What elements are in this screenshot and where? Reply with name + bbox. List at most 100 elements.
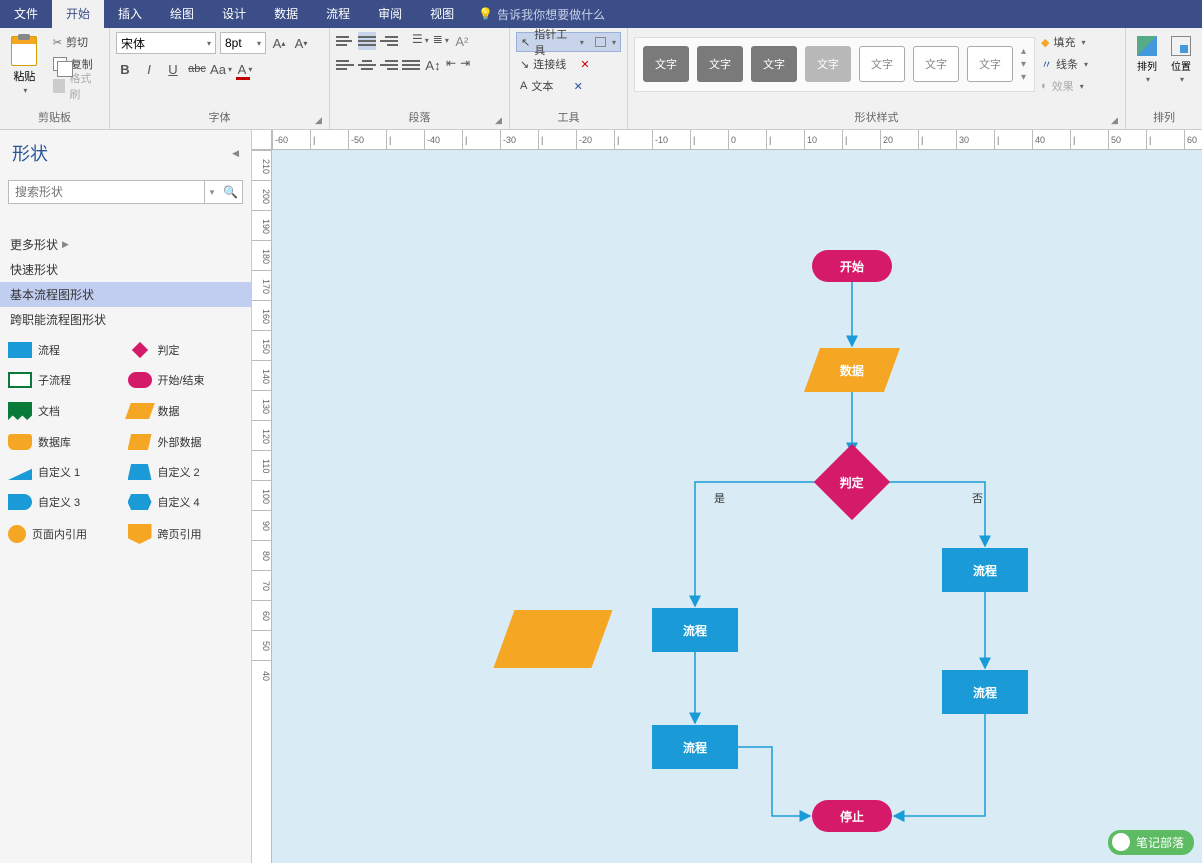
- font-name-select[interactable]: 宋体▾: [116, 32, 216, 54]
- styles-dialog-launcher[interactable]: ◢: [1111, 115, 1121, 125]
- align-top-left-button[interactable]: [336, 32, 354, 50]
- node-data[interactable]: 数据: [804, 348, 900, 392]
- font-size-select[interactable]: 8pt▾: [220, 32, 266, 54]
- decrease-indent-button[interactable]: ⇤: [446, 56, 456, 74]
- align-center-button[interactable]: [358, 56, 376, 74]
- stencil-database[interactable]: 数据库: [8, 434, 124, 450]
- style-thumb-6[interactable]: 文字: [913, 46, 959, 82]
- crossfunc-flowchart-category[interactable]: 跨职能流程图形状: [0, 307, 251, 332]
- basic-flowchart-category[interactable]: 基本流程图形状: [0, 282, 251, 307]
- edge-label-yes: 是: [714, 490, 725, 506]
- stencil-custom4[interactable]: 自定义 4: [128, 494, 244, 510]
- group-paragraph: ☰▾ ≣▾ A² A↕ ⇤ ⇥ 段落 ◢: [330, 28, 510, 129]
- strikethrough-button[interactable]: abc: [188, 60, 206, 78]
- tab-design[interactable]: 设计: [208, 0, 260, 28]
- tab-review[interactable]: 审阅: [364, 0, 416, 28]
- external-label: 外部数据: [158, 434, 202, 450]
- node-start[interactable]: 开始: [812, 250, 892, 282]
- stencil-process[interactable]: 流程: [8, 342, 124, 358]
- paragraph-dialog-launcher[interactable]: ◢: [495, 115, 505, 125]
- align-top-right-button[interactable]: [380, 32, 398, 50]
- node-process-yes1[interactable]: 流程: [652, 608, 738, 652]
- stencil-data[interactable]: 数据: [128, 402, 244, 420]
- node-decision[interactable]: 判定: [814, 444, 890, 520]
- node-process-yes2[interactable]: 流程: [652, 725, 738, 769]
- node-process-no2[interactable]: 流程: [942, 670, 1028, 714]
- stencil-custom3[interactable]: 自定义 3: [8, 494, 124, 510]
- numbering-button[interactable]: ≣▾: [433, 32, 449, 50]
- font-dialog-launcher[interactable]: ◢: [315, 115, 325, 125]
- drawing-canvas[interactable]: 开始 数据 判定 流程 流程 流程 流程 停止 是 否: [272, 150, 1202, 863]
- text-tool-button[interactable]: A文本 ✕: [516, 76, 621, 96]
- style-thumb-4[interactable]: 文字: [805, 46, 851, 82]
- collapse-pane-icon[interactable]: ◀: [232, 148, 239, 159]
- node-stop[interactable]: 停止: [812, 800, 892, 832]
- stencil-subprocess[interactable]: 子流程: [8, 372, 124, 388]
- search-dropdown-icon[interactable]: ▾: [205, 180, 219, 204]
- font-color-button[interactable]: A▾: [236, 60, 254, 78]
- format-painter-button[interactable]: 格式刷: [49, 76, 103, 96]
- style-thumb-1[interactable]: 文字: [643, 46, 689, 82]
- gallery-down-icon[interactable]: ▾: [1021, 59, 1026, 70]
- quick-shapes-category[interactable]: 快速形状: [0, 257, 251, 282]
- search-button[interactable]: 🔍: [219, 180, 243, 204]
- stencil-grid: 流程 判定 子流程 开始/结束 文档 数据 数据库 外部数据 自定义 1 自定义…: [0, 332, 251, 554]
- shape-line-button[interactable]: 〃线条▾: [1041, 54, 1088, 74]
- stencil-terminator[interactable]: 开始/结束: [128, 372, 244, 388]
- terminator-label: 开始/结束: [158, 372, 205, 388]
- align-left-button[interactable]: [336, 56, 354, 74]
- stencil-decision[interactable]: 判定: [128, 342, 244, 358]
- tab-process[interactable]: 流程: [312, 0, 364, 28]
- bullets-button[interactable]: ☰▾: [412, 32, 429, 50]
- cut-button[interactable]: ✂剪切: [49, 32, 103, 52]
- connector-tool-button[interactable]: ↘连接线 ✕: [516, 54, 621, 74]
- align-justify-button[interactable]: [402, 56, 420, 74]
- node-process-no1[interactable]: 流程: [942, 548, 1028, 592]
- tell-me-search[interactable]: 💡 告诉我你想要做什么: [478, 6, 605, 23]
- stencil-custom2[interactable]: 自定义 2: [128, 464, 244, 480]
- gallery-more-icon[interactable]: ▾: [1021, 72, 1026, 83]
- node-loose-data[interactable]: [493, 610, 612, 668]
- arrange-button[interactable]: 排列▾: [1132, 32, 1162, 88]
- tab-data[interactable]: 数据: [260, 0, 312, 28]
- stencil-custom1[interactable]: 自定义 1: [8, 464, 124, 480]
- tab-view[interactable]: 视图: [416, 0, 468, 28]
- shape-style-gallery[interactable]: 文字 文字 文字 文字 文字 文字 文字 ▴ ▾ ▾: [634, 37, 1035, 92]
- offpage-shape-icon: [128, 524, 152, 544]
- connection-point-icon[interactable]: ✕: [574, 80, 583, 93]
- delete-icon[interactable]: ✕: [580, 58, 589, 71]
- shape-fill-button[interactable]: ◆填充▾: [1041, 32, 1088, 52]
- position-button[interactable]: 位置▾: [1166, 32, 1196, 88]
- underline-button[interactable]: U: [164, 60, 182, 78]
- pointer-tool-button[interactable]: ↖指针工具▾ ▾: [516, 32, 621, 52]
- style-thumb-5[interactable]: 文字: [859, 46, 905, 82]
- change-case-button[interactable]: Aa▾: [212, 60, 230, 78]
- stencil-offpage[interactable]: 跨页引用: [128, 524, 244, 544]
- style-thumb-7[interactable]: 文字: [967, 46, 1013, 82]
- gallery-up-icon[interactable]: ▴: [1021, 46, 1026, 57]
- tab-file[interactable]: 文件: [0, 0, 52, 28]
- tab-insert[interactable]: 插入: [104, 0, 156, 28]
- italic-button[interactable]: I: [140, 60, 158, 78]
- increase-indent-button[interactable]: ⇥: [460, 56, 470, 74]
- stencil-onpage[interactable]: 页面内引用: [8, 524, 124, 544]
- ruler-corner: [252, 130, 272, 150]
- align-top-center-button[interactable]: [358, 32, 376, 50]
- tab-draw[interactable]: 绘图: [156, 0, 208, 28]
- more-shapes-button[interactable]: 更多形状▶: [0, 232, 251, 257]
- superscript-button[interactable]: A²: [453, 32, 471, 50]
- stencil-document[interactable]: 文档: [8, 402, 124, 420]
- align-right-button[interactable]: [380, 56, 398, 74]
- paste-button[interactable]: 粘贴 ▾: [6, 32, 43, 99]
- rectangle-icon[interactable]: [595, 37, 606, 47]
- text-direction-button[interactable]: A↕: [424, 56, 442, 74]
- tab-home[interactable]: 开始: [52, 0, 104, 28]
- shape-effects-button[interactable]: ◐效果▾: [1041, 76, 1088, 96]
- shapes-search-input[interactable]: [8, 180, 205, 204]
- grow-font-button[interactable]: A▴: [270, 34, 288, 52]
- style-thumb-2[interactable]: 文字: [697, 46, 743, 82]
- style-thumb-3[interactable]: 文字: [751, 46, 797, 82]
- bold-button[interactable]: B: [116, 60, 134, 78]
- shrink-font-button[interactable]: A▾: [292, 34, 310, 52]
- stencil-external[interactable]: 外部数据: [128, 434, 244, 450]
